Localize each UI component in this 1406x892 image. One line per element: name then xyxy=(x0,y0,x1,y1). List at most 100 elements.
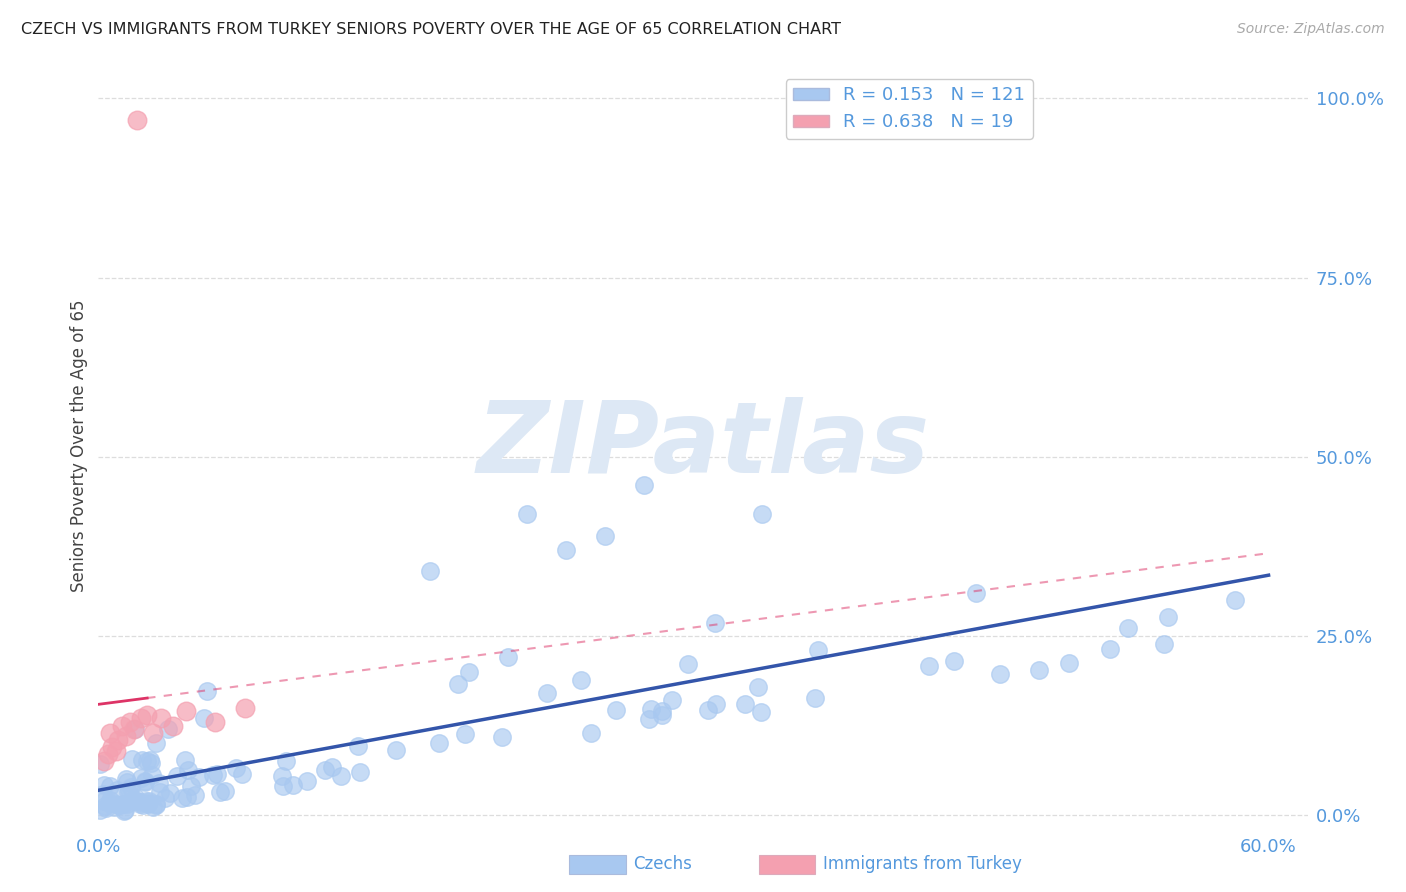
Point xyxy=(633,478,655,492)
Point xyxy=(807,643,830,657)
Point xyxy=(201,768,224,782)
Point xyxy=(1057,656,1080,670)
Point xyxy=(125,794,148,808)
Point xyxy=(676,657,699,672)
Point xyxy=(297,773,319,788)
Point xyxy=(749,705,772,719)
Point xyxy=(98,793,121,807)
Point xyxy=(127,112,149,127)
Point xyxy=(115,772,138,786)
Point xyxy=(208,785,231,799)
Point xyxy=(159,786,181,800)
Text: Source: ZipAtlas.com: Source: ZipAtlas.com xyxy=(1237,22,1385,37)
Point xyxy=(93,799,115,814)
Text: Czechs: Czechs xyxy=(633,855,692,873)
Point xyxy=(112,804,135,818)
Point xyxy=(105,797,128,811)
Point xyxy=(115,797,138,811)
Point xyxy=(330,769,353,783)
Point xyxy=(965,586,987,600)
Point xyxy=(98,779,121,793)
Point xyxy=(536,686,558,700)
Point xyxy=(1153,637,1175,651)
Point xyxy=(122,793,145,807)
Point xyxy=(108,797,131,812)
Point xyxy=(751,507,773,521)
Point xyxy=(89,757,111,772)
Point xyxy=(174,704,197,718)
Point xyxy=(111,797,134,811)
Point xyxy=(111,718,134,732)
Point xyxy=(129,772,152,786)
Point xyxy=(135,794,157,808)
Point xyxy=(115,775,138,789)
Point xyxy=(704,616,727,631)
Point xyxy=(105,783,128,797)
Point xyxy=(145,797,167,812)
Point xyxy=(314,763,336,777)
Point xyxy=(918,659,941,673)
Point xyxy=(491,730,513,744)
Point xyxy=(134,775,156,789)
Point xyxy=(162,718,184,732)
Point xyxy=(135,754,157,768)
Point xyxy=(136,797,159,811)
Point xyxy=(233,700,256,714)
Point xyxy=(97,747,120,762)
Point xyxy=(579,726,602,740)
Point xyxy=(131,753,153,767)
Point xyxy=(640,702,662,716)
Point xyxy=(281,778,304,792)
Point xyxy=(120,780,142,794)
Y-axis label: Seniors Poverty Over the Age of 65: Seniors Poverty Over the Age of 65 xyxy=(70,300,89,592)
Point xyxy=(943,654,966,668)
Point xyxy=(124,789,146,804)
Point xyxy=(136,707,159,722)
Point xyxy=(1028,663,1050,677)
Point xyxy=(419,565,441,579)
Point xyxy=(447,677,470,691)
Point xyxy=(139,756,162,771)
Point xyxy=(346,739,368,753)
Legend: R = 0.153   N = 121, R = 0.638   N = 19: R = 0.153 N = 121, R = 0.638 N = 19 xyxy=(786,79,1032,138)
Point xyxy=(91,787,114,801)
Point xyxy=(149,711,172,725)
Point xyxy=(193,711,215,725)
Point xyxy=(108,798,131,813)
Point xyxy=(118,782,141,797)
Point xyxy=(496,650,519,665)
Point xyxy=(145,736,167,750)
Point xyxy=(231,767,253,781)
Point xyxy=(98,725,121,739)
Point xyxy=(638,713,661,727)
Point xyxy=(142,725,165,739)
Point xyxy=(1098,641,1121,656)
Point xyxy=(204,714,226,729)
Point xyxy=(149,785,172,799)
Text: Immigrants from Turkey: Immigrants from Turkey xyxy=(823,855,1021,873)
Point xyxy=(516,507,538,521)
Point xyxy=(385,743,408,757)
Point xyxy=(132,798,155,813)
Point xyxy=(153,791,176,805)
Point xyxy=(1118,621,1140,635)
Point xyxy=(177,764,200,778)
Point xyxy=(734,698,756,712)
Point xyxy=(94,801,117,815)
Point xyxy=(1223,592,1246,607)
Point xyxy=(595,528,617,542)
Point xyxy=(988,666,1011,681)
Point xyxy=(138,794,160,808)
Point xyxy=(454,727,477,741)
Point xyxy=(89,803,111,817)
Point xyxy=(93,755,115,769)
Point xyxy=(118,714,141,729)
Point xyxy=(122,722,145,736)
Point xyxy=(205,767,228,781)
Point xyxy=(321,760,343,774)
Point xyxy=(170,791,193,805)
Point xyxy=(131,711,153,725)
Point xyxy=(803,691,825,706)
Point xyxy=(176,789,198,804)
Point xyxy=(225,761,247,775)
